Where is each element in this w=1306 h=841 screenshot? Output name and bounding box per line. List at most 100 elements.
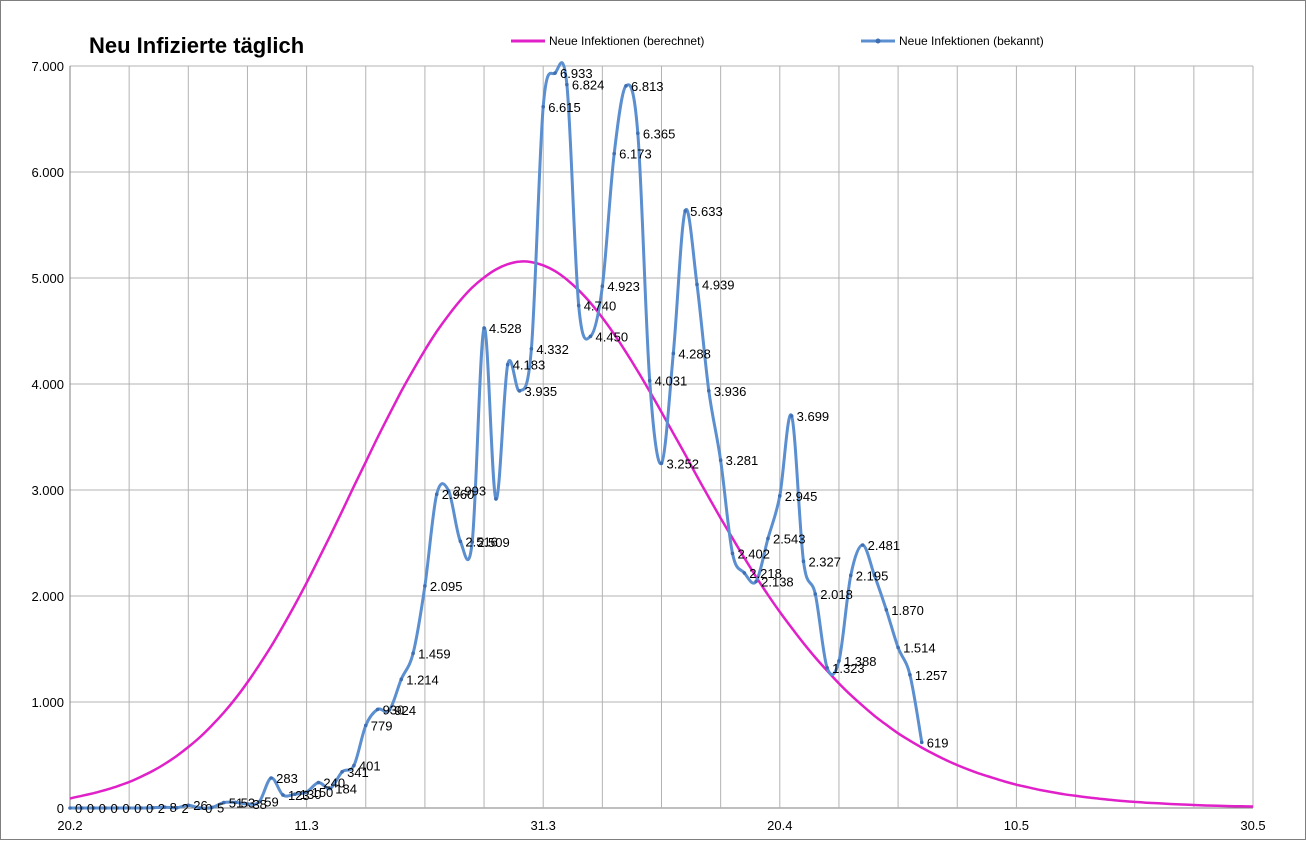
data-label: 51 <box>229 796 243 811</box>
data-label: 150 <box>312 785 334 800</box>
x-tick-label: 30.5 <box>1240 818 1265 833</box>
data-point <box>612 151 616 156</box>
data-label: 1.257 <box>915 668 948 683</box>
data-label: 4.939 <box>702 277 735 292</box>
data-point <box>860 543 865 547</box>
data-label: 1.870 <box>891 603 924 618</box>
chart-title: Neu Infizierte täglich <box>89 33 304 58</box>
data-point <box>352 763 356 768</box>
data-point <box>884 607 889 612</box>
y-tick-label: 5.000 <box>31 271 64 286</box>
data-point <box>517 389 522 393</box>
data-point <box>624 84 628 88</box>
data-point <box>766 536 770 541</box>
data-point <box>683 209 687 213</box>
data-label: 4.923 <box>607 279 640 294</box>
data-point <box>908 672 912 677</box>
data-label: 619 <box>927 735 949 750</box>
data-label: 53 <box>241 795 255 810</box>
data-point <box>742 571 747 575</box>
data-label: 59 <box>264 795 278 810</box>
data-label: 8 <box>170 800 177 815</box>
data-label: 184 <box>335 781 357 796</box>
data-point <box>718 458 723 463</box>
x-tick-label: 11.3 <box>294 818 318 833</box>
data-label: 401 <box>359 758 381 773</box>
data-label: 6.615 <box>548 100 581 115</box>
data-point <box>387 708 392 712</box>
legend: Neue Infektionen (berechnet) Neue Infekti… <box>511 34 1044 48</box>
data-point <box>68 806 72 810</box>
data-label: 6.933 <box>560 66 593 81</box>
data-label: 930 <box>383 702 405 717</box>
data-label: 1.323 <box>832 661 865 676</box>
data-point <box>576 303 581 308</box>
data-point <box>269 776 273 780</box>
data-point <box>789 414 794 418</box>
data-label: 2.516 <box>465 534 498 549</box>
data-point <box>470 540 475 544</box>
data-label: 924 <box>394 703 416 718</box>
data-label: 2.402 <box>737 546 770 561</box>
data-label: 240 <box>323 776 345 791</box>
data-label: 2 <box>181 801 188 816</box>
data-point <box>600 284 605 288</box>
data-label: 2.509 <box>477 535 510 550</box>
data-point <box>340 770 344 774</box>
legend-item: Neue Infektionen (berechnet) <box>511 34 704 48</box>
series-berechnet <box>69 260 1254 808</box>
data-label: 3.935 <box>525 384 558 399</box>
data-label: 2.095 <box>430 579 463 594</box>
data-label: 2.327 <box>808 554 841 569</box>
data-point <box>198 806 202 810</box>
data-point <box>328 786 333 791</box>
data-label: 0 <box>146 801 153 816</box>
data-label: 2.960 <box>442 487 475 502</box>
data-point <box>115 806 120 810</box>
data-label: 3.252 <box>667 456 700 471</box>
data-point <box>162 805 167 809</box>
data-point <box>707 388 711 393</box>
y-tick-label: 0 <box>57 801 64 816</box>
data-label: 38 <box>252 797 266 812</box>
data-label: 6.813 <box>631 79 664 94</box>
data-point <box>233 800 238 805</box>
data-label: 4.288 <box>678 346 711 361</box>
data-point <box>423 584 427 588</box>
data-point <box>919 740 924 745</box>
data-label: 26 <box>193 798 207 813</box>
data-point <box>541 105 545 109</box>
y-tick-label: 2.000 <box>31 589 64 604</box>
y-tick-label: 1.000 <box>31 695 64 710</box>
data-point <box>210 805 214 810</box>
data-label: 2.945 <box>785 489 818 504</box>
legend-label: Neue Infektionen (bekannt) <box>899 34 1044 48</box>
data-point <box>482 326 486 330</box>
data-point <box>813 592 818 596</box>
data-point <box>91 806 96 810</box>
data-point <box>316 780 321 785</box>
data-label: 5.633 <box>690 204 723 219</box>
data-label: 779 <box>371 718 393 733</box>
data-label: 0 <box>99 801 106 816</box>
data-point <box>896 645 900 650</box>
data-label: 4.183 <box>513 358 546 373</box>
data-point <box>257 799 262 804</box>
data-label: 2.543 <box>773 531 806 546</box>
data-label: 1.388 <box>844 654 877 669</box>
data-label: 4.528 <box>489 321 522 336</box>
data-point <box>636 131 640 136</box>
data-point <box>411 651 415 656</box>
data-label: 2.481 <box>868 538 901 553</box>
data-label: 0 <box>122 801 129 816</box>
data-point <box>103 806 108 810</box>
data-point <box>565 82 569 87</box>
data-point <box>848 573 853 578</box>
data-point <box>186 803 191 808</box>
data-point <box>754 579 758 584</box>
data-label: 4.031 <box>655 374 688 389</box>
data-point <box>588 334 593 339</box>
data-label: 3.699 <box>797 409 830 424</box>
